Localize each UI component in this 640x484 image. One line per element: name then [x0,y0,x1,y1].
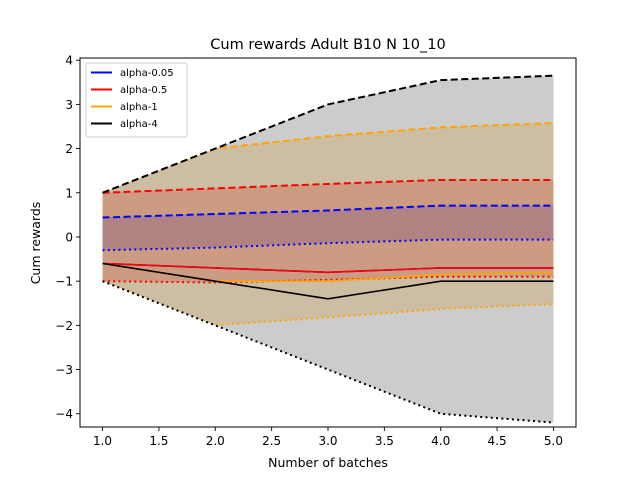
series-1-lower-line [102,275,554,284]
series-2-upper-line [102,121,554,194]
legend-box [85,62,188,138]
band-fills [102,75,554,423]
y-tick-label: −2 [55,319,73,333]
y-tick-label: 2 [65,142,73,156]
x-tick-label: 4.0 [431,434,450,448]
legend-label-2: alpha-1 [120,102,158,113]
legend-label-0: alpha-0.05 [120,68,174,79]
y-axis-label: Cum rewards [28,202,43,285]
x-tick-label: 1.0 [93,434,112,448]
series-3-mean-line [102,262,554,300]
y-tick-label: −4 [55,407,73,421]
x-tick-label: 2.0 [206,434,225,448]
band-fill-3 [102,75,554,423]
series-0-lower-line [102,238,554,252]
series-1-mean-line [102,262,554,274]
x-tick-label: 4.5 [488,434,507,448]
x-tick-label: 3.5 [375,434,394,448]
y-tick-label: 4 [65,54,73,68]
y-tick-label: 3 [65,98,73,112]
series-3-lower-line [102,280,554,424]
y-axis-ticks: 4 3 2 1 0 −1 −2 −3 −4 [55,54,80,421]
series-lines [102,74,554,424]
x-axis-label: Number of batches [268,455,388,470]
legend: alpha-0.05 alpha-0.5 alpha-1 alpha-4 [85,62,188,138]
x-axis-ticks: 1.0 1.5 2.0 2.5 3.0 3.5 4.0 4.5 5.0 [93,427,563,448]
series-3-upper-line [102,74,554,194]
series-0-upper-line [102,204,554,219]
y-tick-label: 1 [65,186,73,200]
y-tick-label: −3 [55,363,73,377]
x-tick-label: 3.0 [318,434,337,448]
legend-label-3: alpha-4 [120,119,158,130]
band-fill-0 [102,205,554,251]
x-tick-label: 5.0 [544,434,563,448]
y-tick-label: 0 [65,230,73,244]
x-tick-label: 2.5 [262,434,281,448]
y-tick-label: −1 [55,275,73,289]
legend-label-1: alpha-0.5 [120,85,167,96]
chart-title: Cum rewards Adult B10 N 10_10 [210,37,445,53]
series-1-upper-line [102,178,554,194]
x-tick-label: 1.5 [149,434,168,448]
